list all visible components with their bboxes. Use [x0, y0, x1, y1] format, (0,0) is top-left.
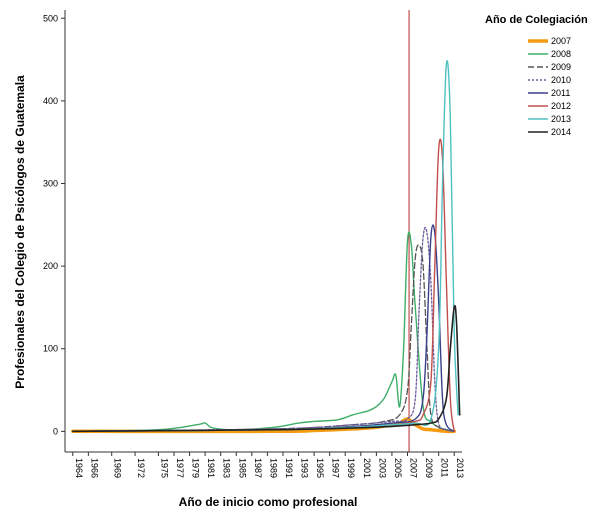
x-tick-label: 1997 — [331, 458, 341, 478]
legend-label-2014: 2014 — [551, 127, 571, 137]
legend-label-2013: 2013 — [551, 114, 571, 124]
y-tick-label: 400 — [43, 96, 58, 106]
x-tick-label: 1985 — [237, 458, 247, 478]
x-tick-label: 1995 — [315, 458, 325, 478]
y-tick-label: 300 — [43, 178, 58, 188]
x-tick-label: 1999 — [346, 458, 356, 478]
series-line-2011 — [72, 224, 455, 432]
y-ticks: 0 100 200 300 400 500 — [43, 13, 65, 436]
x-tick-label: 2011 — [440, 458, 450, 477]
x-tick-label: 1981 — [206, 458, 216, 478]
x-tick-label: 1983 — [222, 458, 232, 478]
x-tick-label: 1991 — [284, 458, 294, 478]
series-line-2008 — [72, 231, 455, 432]
series-line-2014 — [72, 304, 461, 433]
x-tick-label: 1979 — [191, 458, 201, 478]
y-tick-label: 500 — [43, 13, 58, 23]
legend-label-2008: 2008 — [551, 49, 571, 59]
y-tick-label: 0 — [53, 426, 58, 436]
x-tick-label: 2013 — [455, 458, 465, 478]
legend-label-2010: 2010 — [551, 75, 571, 85]
series-line-2010 — [72, 227, 455, 432]
legend: Año de Colegiación 2007 2008 2009 2010 2011 2… — [485, 14, 588, 137]
y-tick-label: 100 — [43, 344, 58, 354]
x-axis-label: Año de inicio como profesional — [179, 495, 358, 509]
axes — [64, 10, 462, 453]
x-tick-label: 2003 — [377, 458, 387, 478]
legend-label-2009: 2009 — [551, 62, 571, 72]
y-axis-label: Profesionales del Colegio de Psicólogos … — [13, 75, 27, 389]
y-tick-label: 200 — [43, 261, 58, 271]
series-line-2013 — [72, 60, 459, 432]
x-tick-label: 2005 — [393, 458, 403, 478]
series-layer — [71, 60, 461, 434]
x-tick-label: 1987 — [253, 458, 263, 478]
x-tick-label: 1969 — [113, 458, 123, 478]
legend-label-2007: 2007 — [551, 36, 571, 46]
series-line-2009 — [72, 244, 455, 432]
x-tick-label: 1972 — [136, 458, 146, 478]
x-tick-label: 1989 — [268, 458, 278, 478]
x-tick-label: 1964 — [74, 458, 84, 478]
x-ticks: 1964 1966 1969 1972 1975 1977 1979 1981 1983 1985… — [72, 452, 465, 478]
x-tick-label: 2009 — [424, 458, 434, 478]
x-tick-label: 1977 — [175, 458, 185, 478]
x-tick-label: 2001 — [362, 458, 372, 478]
legend-label-2011: 2011 — [551, 88, 570, 98]
legend-label-2012: 2012 — [551, 101, 571, 111]
x-tick-label: 2007 — [409, 458, 419, 478]
legend-title: Año de Colegiación — [485, 14, 588, 26]
x-tick-label: 1993 — [300, 458, 310, 478]
x-tick-label: 1966 — [89, 458, 99, 478]
x-tick-label: 1975 — [159, 458, 169, 478]
